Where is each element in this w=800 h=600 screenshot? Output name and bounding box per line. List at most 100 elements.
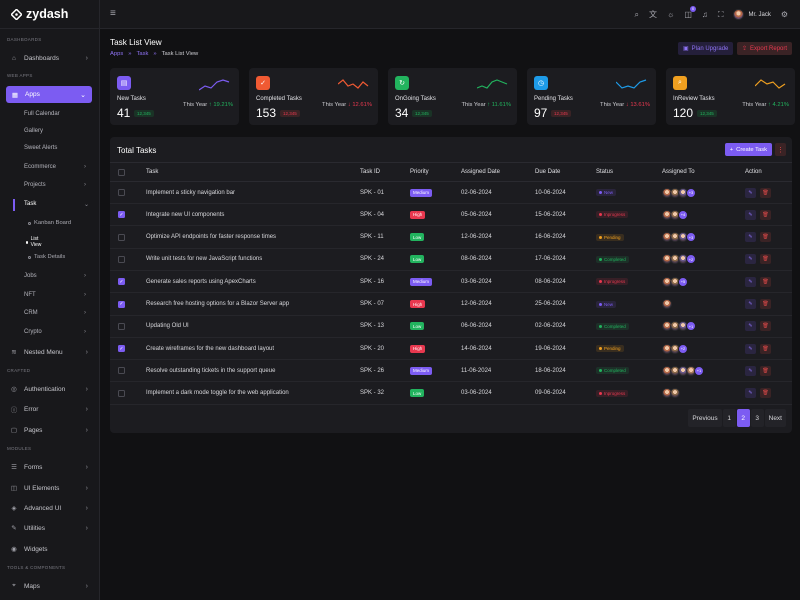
edit-icon[interactable]: ✎ — [745, 254, 756, 265]
notification-icon[interactable]: ♫ — [701, 10, 708, 19]
more-options-icon[interactable]: ⋮ — [775, 143, 786, 156]
table-row[interactable]: Implement a dark mode toggle for the web… — [110, 383, 792, 405]
menu-toggle-icon[interactable]: ≡ — [110, 8, 116, 19]
more-assignees-badge[interactable]: +3 — [686, 232, 696, 243]
row-checkbox[interactable]: ✓ — [118, 300, 125, 308]
delete-icon[interactable]: 🗑 — [760, 209, 771, 220]
export-report-button[interactable]: ⇪ Export Report — [737, 42, 793, 55]
sidebar-item-utilities[interactable]: ✎ Utilities › — [11, 524, 88, 533]
pagination-page-1[interactable]: 1 — [722, 409, 736, 427]
edit-icon[interactable]: ✎ — [745, 343, 756, 354]
breadcrumb-apps[interactable]: Apps — [110, 51, 124, 57]
sparkline-line — [477, 79, 508, 89]
sidebar-subitem-task[interactable]: Task ⌄ — [24, 201, 90, 208]
sidebar-item-ui-elements[interactable]: ◫ UI Elements › — [10, 484, 88, 493]
pagination-next[interactable]: Next — [764, 409, 786, 427]
sidebar-item-error[interactable]: ⓘ Error › — [10, 405, 88, 415]
settings-gear-icon[interactable]: ⚙ — [780, 10, 788, 19]
edit-icon[interactable]: ✎ — [745, 365, 756, 376]
table-row[interactable]: Implement a sticky navigation bar SPK - 0… — [110, 182, 792, 204]
sidebar-subitem[interactable]: Gallery — [24, 128, 44, 134]
task-name: Create wireframes for the new dashboard … — [146, 345, 275, 352]
more-assignees-badge[interactable]: +5 — [678, 276, 688, 287]
sidebar-item-authentication[interactable]: ◎ Authentication › — [11, 385, 88, 394]
row-checkbox[interactable]: ✓ — [118, 345, 125, 353]
sidebar-item-nested-menu[interactable]: ≋ Nested Menu › — [11, 348, 88, 357]
panel-title: Total Tasks — [117, 146, 157, 155]
table-row[interactable]: Optimize API endpoints for faster respon… — [110, 227, 792, 249]
sidebar-subitem-kanban[interactable]: Kanban Board — [28, 220, 71, 226]
theme-toggle-icon[interactable]: ☼ — [666, 10, 675, 19]
delete-icon[interactable]: 🗑 — [760, 388, 771, 399]
row-checkbox[interactable] — [118, 389, 125, 397]
tool-icon: ✎ — [11, 525, 17, 532]
row-checkbox[interactable] — [118, 322, 125, 330]
table-row[interactable]: ✓ Integrate new UI components SPK - 04 High… — [110, 204, 792, 227]
delete-icon[interactable]: 🗑 — [760, 343, 771, 354]
table-row[interactable]: Updating Old UI SPK - 13 Low 06-06-2024 02-0… — [110, 316, 792, 338]
sidebar-subitem-task-details[interactable]: Task Details — [28, 254, 65, 260]
sidebar-subitem-projects[interactable]: Projects › — [24, 182, 86, 188]
edit-icon[interactable]: ✎ — [745, 209, 756, 220]
more-assignees-badge[interactable]: +1 — [686, 321, 696, 332]
more-assignees-badge[interactable]: +1 — [694, 365, 704, 376]
table-row[interactable]: ✓ Create wireframes for the new dashboard… — [110, 338, 792, 361]
delete-icon[interactable]: 🗑 — [760, 187, 771, 198]
sidebar-item-advanced-ui[interactable]: ◈ Advanced UI › — [11, 504, 89, 513]
brand-logo[interactable]: zydash — [0, 0, 99, 29]
sidebar-item-dashboards[interactable]: ⌂ Dashboards › — [0, 50, 100, 66]
delete-icon[interactable]: 🗑 — [760, 299, 771, 309]
pagination-previous[interactable]: Previous — [688, 409, 722, 427]
row-checkbox[interactable] — [118, 189, 125, 196]
select-all-checkbox[interactable] — [118, 168, 125, 176]
row-checkbox[interactable]: ✓ — [118, 211, 125, 219]
sidebar-item-forms[interactable]: ☰ Forms › — [11, 463, 88, 472]
fullscreen-icon[interactable]: ⛶ — [717, 9, 724, 19]
row-checkbox[interactable] — [118, 367, 125, 375]
sidebar-subitem-crypto[interactable]: Crypto › — [24, 329, 86, 335]
user-menu[interactable]: Mr. Jack — [733, 9, 771, 20]
more-assignees-badge[interactable]: +3 — [686, 187, 696, 198]
sidebar-subitem-jobs[interactable]: Jobs › — [24, 273, 86, 279]
card-value: 34 — [395, 106, 409, 120]
delete-icon[interactable]: 🗑 — [760, 276, 771, 287]
table-row[interactable]: Resolve outstanding tickets in the suppo… — [110, 360, 792, 383]
sidebar-subitem[interactable]: Sweet Alerts — [24, 145, 58, 151]
more-assignees-badge[interactable]: +2 — [678, 343, 688, 354]
breadcrumb-task[interactable]: Task — [136, 51, 149, 57]
edit-icon[interactable]: ✎ — [745, 299, 756, 309]
table-row[interactable]: Write unit tests for new JavaScript func… — [110, 249, 792, 271]
sidebar-subitem-nft[interactable]: NFT › — [24, 292, 86, 298]
sidebar-subitem-crm[interactable]: CRM › — [24, 310, 86, 316]
delete-icon[interactable]: 🗑 — [760, 232, 771, 243]
sidebar-item-pages[interactable]: ▢ Pages › — [10, 426, 88, 435]
table-row[interactable]: ✓ Generate sales reports using ApexCharts… — [110, 271, 792, 294]
delete-icon[interactable]: 🗑 — [760, 365, 771, 376]
row-checkbox[interactable] — [118, 255, 125, 263]
delete-icon[interactable]: 🗑 — [760, 321, 771, 332]
edit-icon[interactable]: ✎ — [745, 388, 756, 399]
edit-icon[interactable]: ✎ — [745, 276, 756, 287]
sidebar-subitem[interactable]: Full Calendar — [24, 111, 60, 117]
search-icon[interactable]: ⌕ — [634, 9, 639, 19]
sidebar-item-widgets[interactable]: ◉ Widgets — [11, 545, 48, 554]
plan-upgrade-button[interactable]: ▣ Plan Upgrade — [678, 42, 734, 55]
sidebar-subitem-ecommerce[interactable]: Ecommerce › — [24, 164, 86, 170]
edit-icon[interactable]: ✎ — [745, 232, 756, 243]
more-assignees-badge[interactable]: +4 — [678, 209, 688, 220]
delete-icon[interactable]: 🗑 — [760, 254, 771, 265]
edit-icon[interactable]: ✎ — [745, 321, 756, 332]
sidebar-subitem-list-view[interactable]: List View — [25, 236, 41, 248]
cart-icon[interactable]: ◫ 5 — [684, 6, 696, 19]
row-checkbox[interactable] — [118, 233, 125, 241]
create-task-button[interactable]: + Create Task — [724, 143, 772, 156]
table-row[interactable]: ✓ Research free hosting options for a Bla… — [110, 294, 792, 316]
translate-icon[interactable]: 文 — [648, 10, 657, 19]
pagination-page-2[interactable]: 2 — [736, 409, 750, 427]
sidebar-item-apps[interactable]: ▦ Apps ⌄ — [6, 86, 92, 103]
edit-icon[interactable]: ✎ — [745, 187, 756, 198]
sidebar-item-maps[interactable]: ⌖ Maps › — [0, 578, 100, 594]
pagination-page-3[interactable]: 3 — [750, 409, 764, 427]
more-assignees-badge[interactable]: +2 — [686, 254, 696, 265]
row-checkbox[interactable]: ✓ — [118, 278, 125, 286]
